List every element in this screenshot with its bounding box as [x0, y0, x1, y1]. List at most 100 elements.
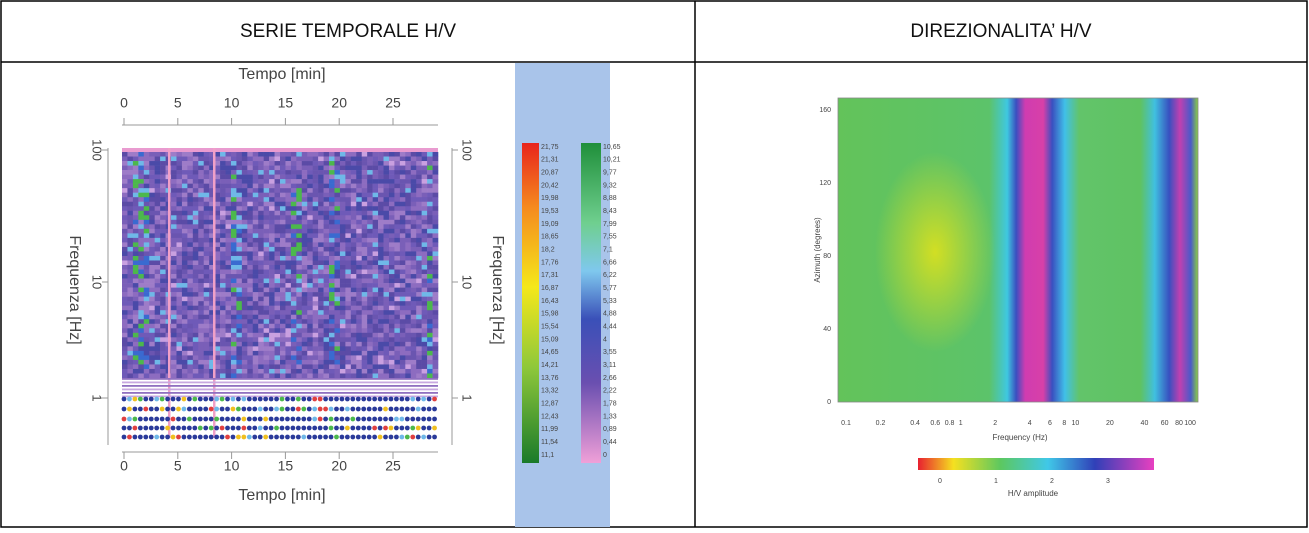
- heatmap-cell: [143, 278, 150, 284]
- heatmap-cell: [132, 319, 139, 325]
- heatmap-cell: [154, 373, 161, 379]
- heatmap-cell: [307, 337, 313, 343]
- heatmap-cell: [416, 215, 422, 221]
- heatmap-cell: [209, 292, 215, 297]
- heatmap-dot: [306, 425, 312, 431]
- heatmap-cell: [307, 233, 313, 239]
- heatmap-cell: [160, 174, 166, 180]
- heatmap-cell: [263, 319, 270, 325]
- heatmap-dot: [317, 425, 323, 431]
- heatmap-cell: [307, 274, 313, 279]
- heatmap-cell: [236, 341, 243, 347]
- colorbar-label: 9,32: [603, 182, 617, 189]
- heatmap-cell: [405, 188, 412, 193]
- heatmap-cell: [350, 332, 357, 338]
- heatmap-cell: [301, 350, 308, 356]
- heatmap-cell: [372, 373, 379, 379]
- heatmap-cell: [323, 197, 330, 203]
- heatmap-cell: [432, 269, 439, 275]
- heatmap-cell: [307, 170, 313, 175]
- heatmap-cell: [394, 242, 401, 248]
- heatmap-dot: [339, 406, 345, 412]
- heatmap-cell: [274, 188, 281, 193]
- heatmap-cell: [176, 152, 183, 157]
- heatmap-cell: [132, 156, 139, 162]
- heatmap-cell: [405, 170, 412, 175]
- heatmap-cell: [122, 215, 128, 221]
- colorbar-label: 20,42: [541, 182, 559, 189]
- heatmap-cell: [307, 368, 313, 374]
- heatmap-cell: [296, 197, 303, 203]
- heatmap-cell: [345, 237, 352, 243]
- heatmap-cell: [394, 219, 401, 225]
- heatmap-cell: [378, 355, 384, 361]
- heatmap-cell: [252, 332, 259, 338]
- heatmap-cell: [263, 301, 270, 306]
- heatmap-dot: [285, 396, 290, 402]
- heatmap-dot: [306, 416, 312, 422]
- heatmap-cell: [427, 255, 433, 261]
- heatmap-cell: [236, 251, 243, 257]
- heatmap-cell: [307, 355, 313, 361]
- heatmap-cell: [225, 219, 232, 225]
- heatmap-cell: [356, 301, 363, 306]
- heatmap-cell: [361, 233, 368, 239]
- heatmap-cell: [220, 359, 226, 365]
- heatmap-cell: [241, 310, 248, 316]
- heatmap-cell: [307, 192, 313, 198]
- colorbar-label: 17,31: [541, 272, 559, 279]
- heatmap-dot: [394, 396, 399, 402]
- heatmap-cell: [410, 197, 417, 203]
- heatmap-cell: [345, 197, 352, 203]
- heatmap-cell: [350, 292, 357, 297]
- heatmap-cell: [143, 373, 150, 379]
- heatmap-cell: [127, 341, 134, 347]
- heatmap-cell: [247, 156, 254, 162]
- heatmap-cell: [187, 224, 194, 230]
- heatmap-cell: [132, 246, 139, 252]
- heatmap-dot: [230, 416, 236, 422]
- heatmap-cell: [307, 246, 313, 252]
- heatmap-cell: [361, 174, 368, 180]
- heatmap-cell: [220, 255, 226, 261]
- heatmap-cell: [345, 242, 352, 248]
- heatmap-cell: [149, 359, 155, 365]
- heatmap-cell: [143, 364, 150, 370]
- heatmap-cell: [122, 274, 128, 279]
- heatmap-cell: [323, 359, 330, 365]
- heatmap-cell: [350, 373, 357, 379]
- heatmap-cell: [203, 152, 210, 157]
- heatmap-cell: [421, 332, 428, 338]
- heatmap-cell: [258, 301, 264, 306]
- heatmap-cell: [383, 215, 390, 221]
- heatmap-cell: [378, 188, 384, 193]
- heatmap-cell: [263, 323, 270, 329]
- heatmap-cell: [367, 305, 373, 311]
- heatmap-cell: [416, 170, 422, 175]
- heatmap-cell: [252, 314, 259, 320]
- heatmap-cell: [236, 350, 243, 356]
- heatmap-cell: [301, 179, 308, 184]
- heatmap-cell: [187, 301, 194, 306]
- heatmap-cell: [171, 233, 177, 239]
- heatmap-cell: [296, 156, 303, 162]
- heatmap-cell: [372, 246, 379, 252]
- heatmap-cell: [263, 346, 270, 352]
- heatmap-cell: [225, 323, 232, 329]
- heatmap-cell: [269, 170, 275, 175]
- heatmap-cell: [421, 156, 428, 162]
- heatmap-cell: [252, 242, 259, 248]
- heatmap-cell: [301, 265, 308, 270]
- heatmap-cell: [318, 152, 324, 157]
- heatmap-dot: [334, 416, 339, 422]
- heatmap-cell: [247, 183, 254, 189]
- heatmap-cell: [176, 314, 183, 320]
- heatmap-dot: [377, 416, 383, 422]
- colorbar-label: 14,65: [541, 349, 559, 356]
- heatmap-cell: [427, 192, 433, 198]
- heatmap-cell: [388, 228, 395, 234]
- heatmap-cell: [361, 305, 368, 311]
- heatmap-cell: [220, 355, 226, 361]
- heatmap-cell: [416, 251, 422, 257]
- heatmap-cell: [388, 156, 395, 162]
